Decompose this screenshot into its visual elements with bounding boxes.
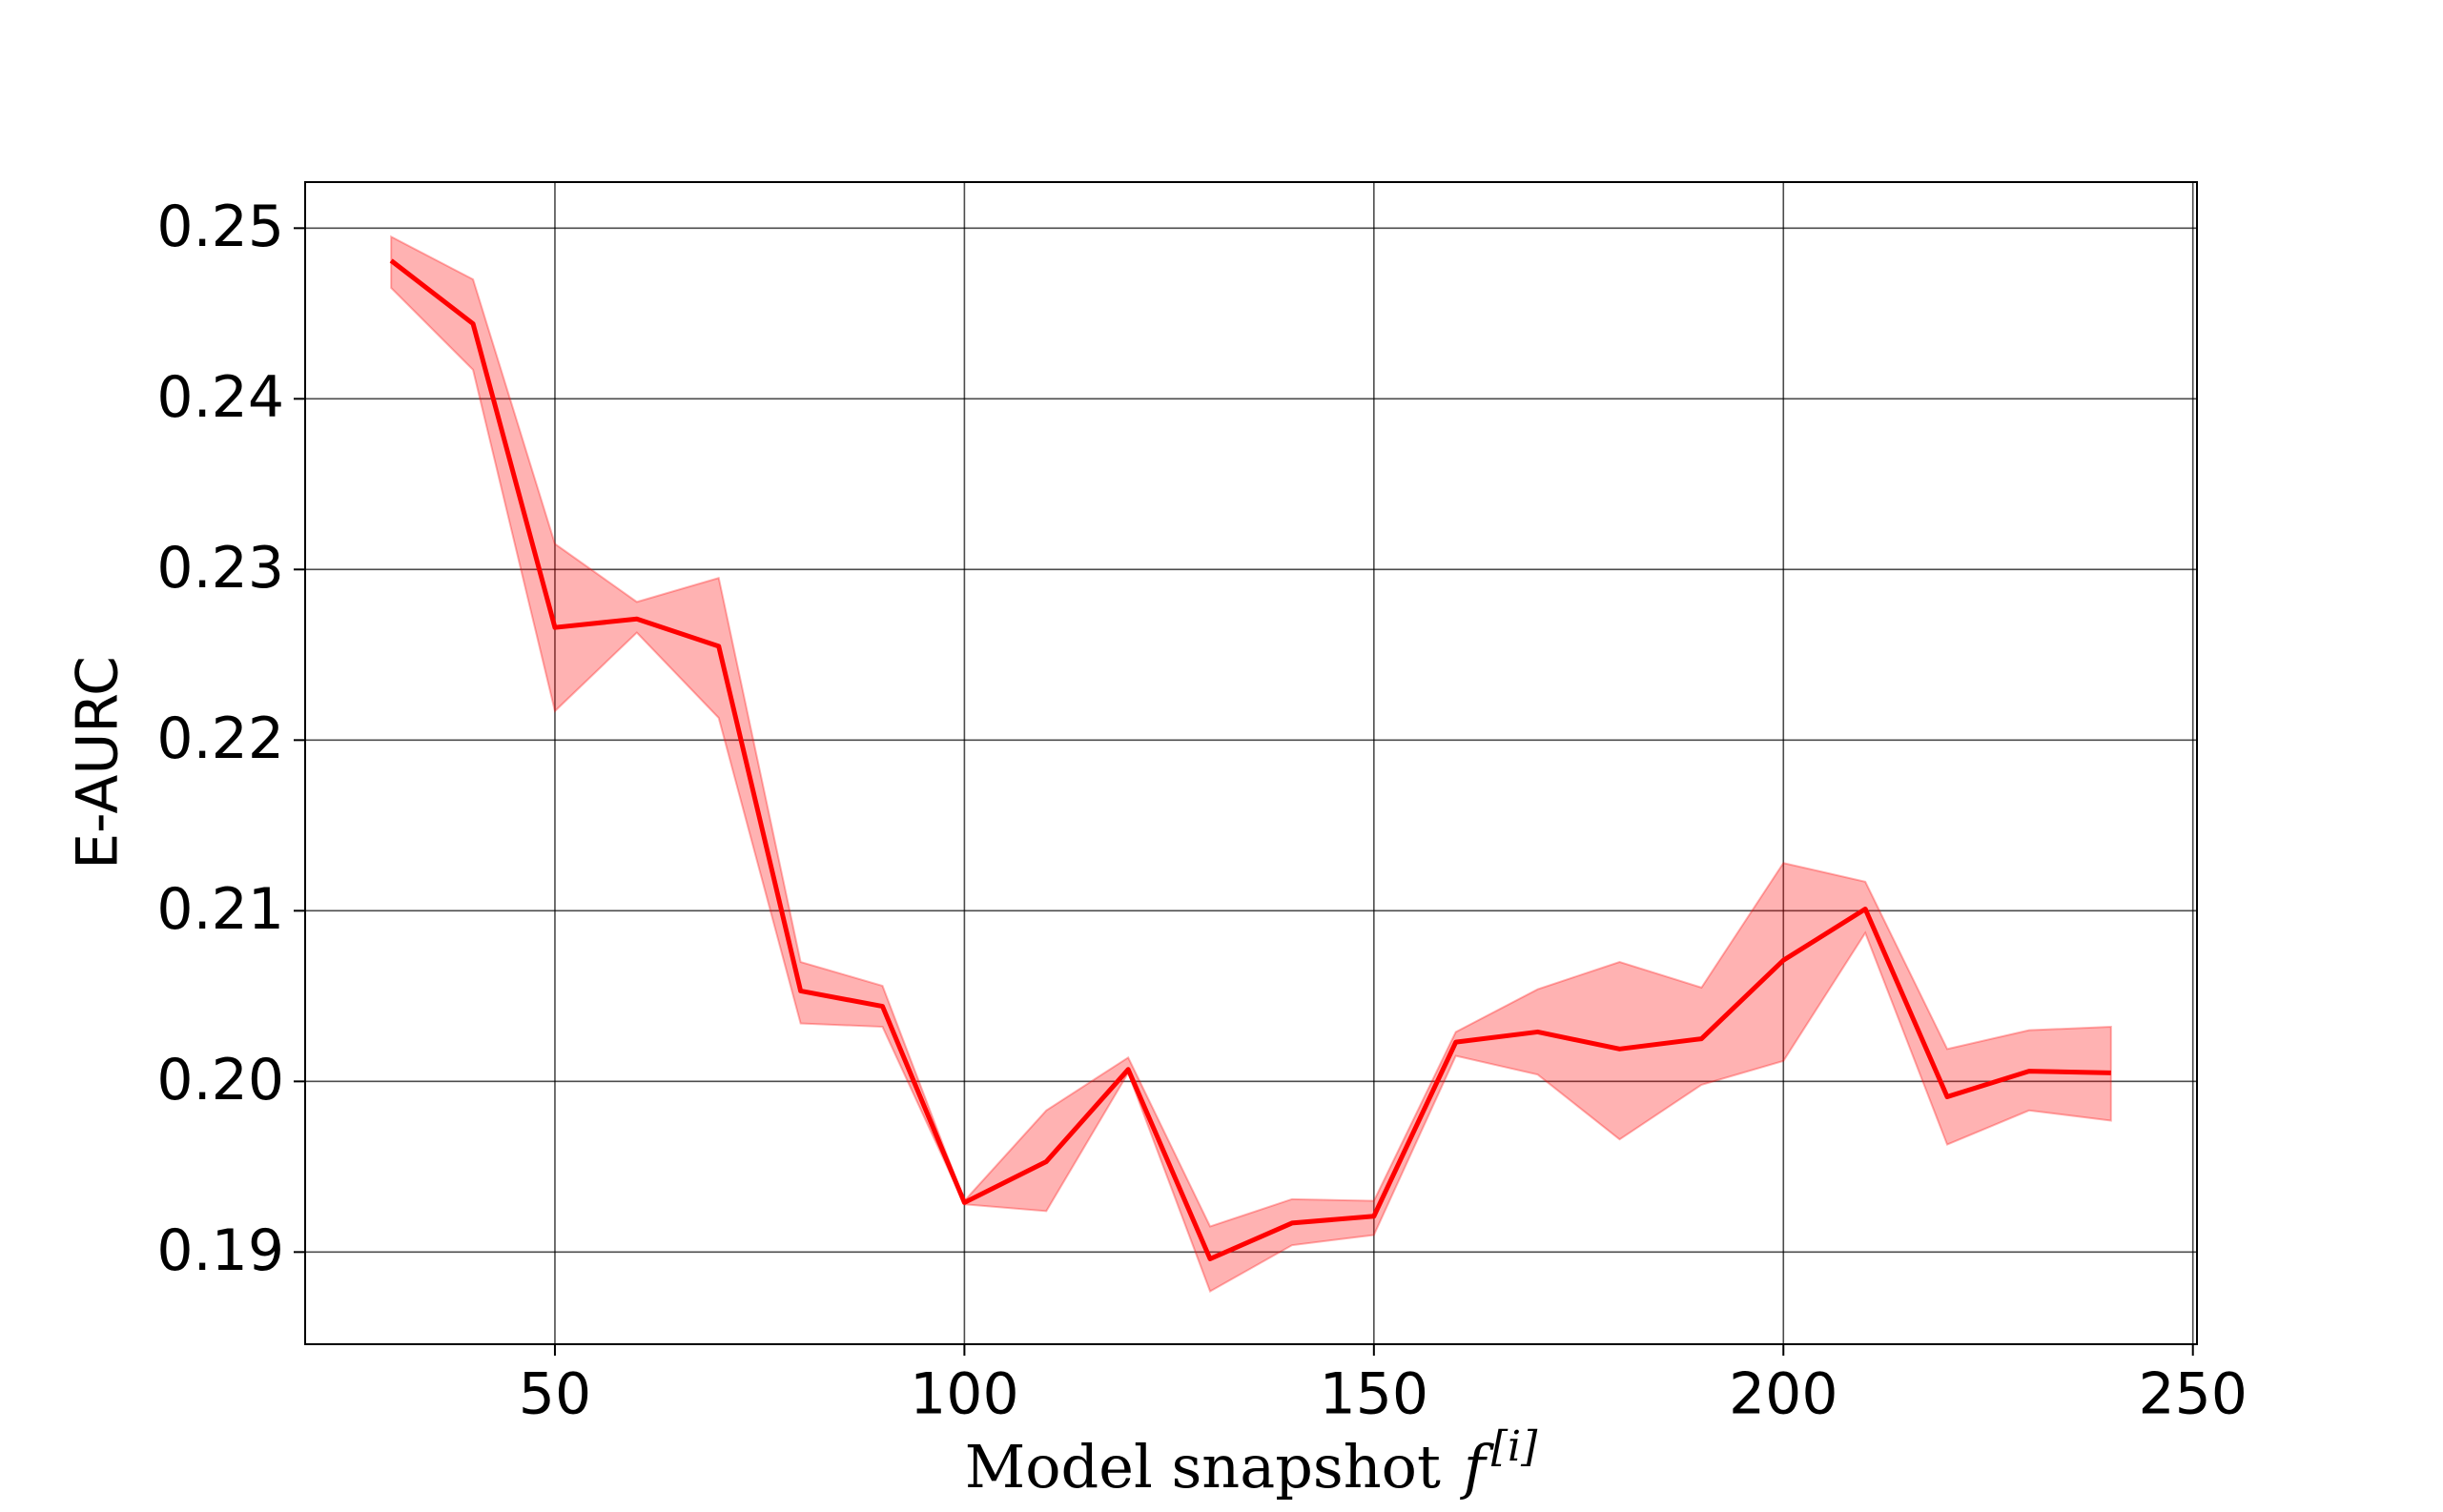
y-tick-label: 0.19 <box>156 1217 284 1284</box>
plot-frame <box>304 181 2198 1345</box>
x-tick-label: 150 <box>1320 1361 1429 1428</box>
x-axis-label: Model snapshot f [i] <box>965 1422 1538 1502</box>
x-tick-label: 200 <box>1729 1361 1838 1428</box>
x-tick-label: 50 <box>519 1361 591 1428</box>
data-line <box>389 258 2111 1261</box>
x-axis-label-text: Model snapshot <box>965 1432 1441 1502</box>
y-tick-label: 0.24 <box>156 364 284 431</box>
y-tick-label: 0.20 <box>156 1047 284 1114</box>
y-tick-label: 0.23 <box>156 535 284 602</box>
y-tick-label: 0.25 <box>156 194 284 260</box>
y-tick-label: 0.21 <box>156 876 284 943</box>
confidence-band <box>390 235 2112 1293</box>
x-axis-label-symbol: f <box>1460 1432 1495 1502</box>
y-axis-label: E-AURC <box>65 656 132 869</box>
x-tick-label: 250 <box>2138 1361 2248 1428</box>
x-axis-label-superscript: [i] <box>1491 1422 1538 1471</box>
x-tick-label: 100 <box>910 1361 1019 1428</box>
y-tick-label: 0.22 <box>156 705 284 772</box>
